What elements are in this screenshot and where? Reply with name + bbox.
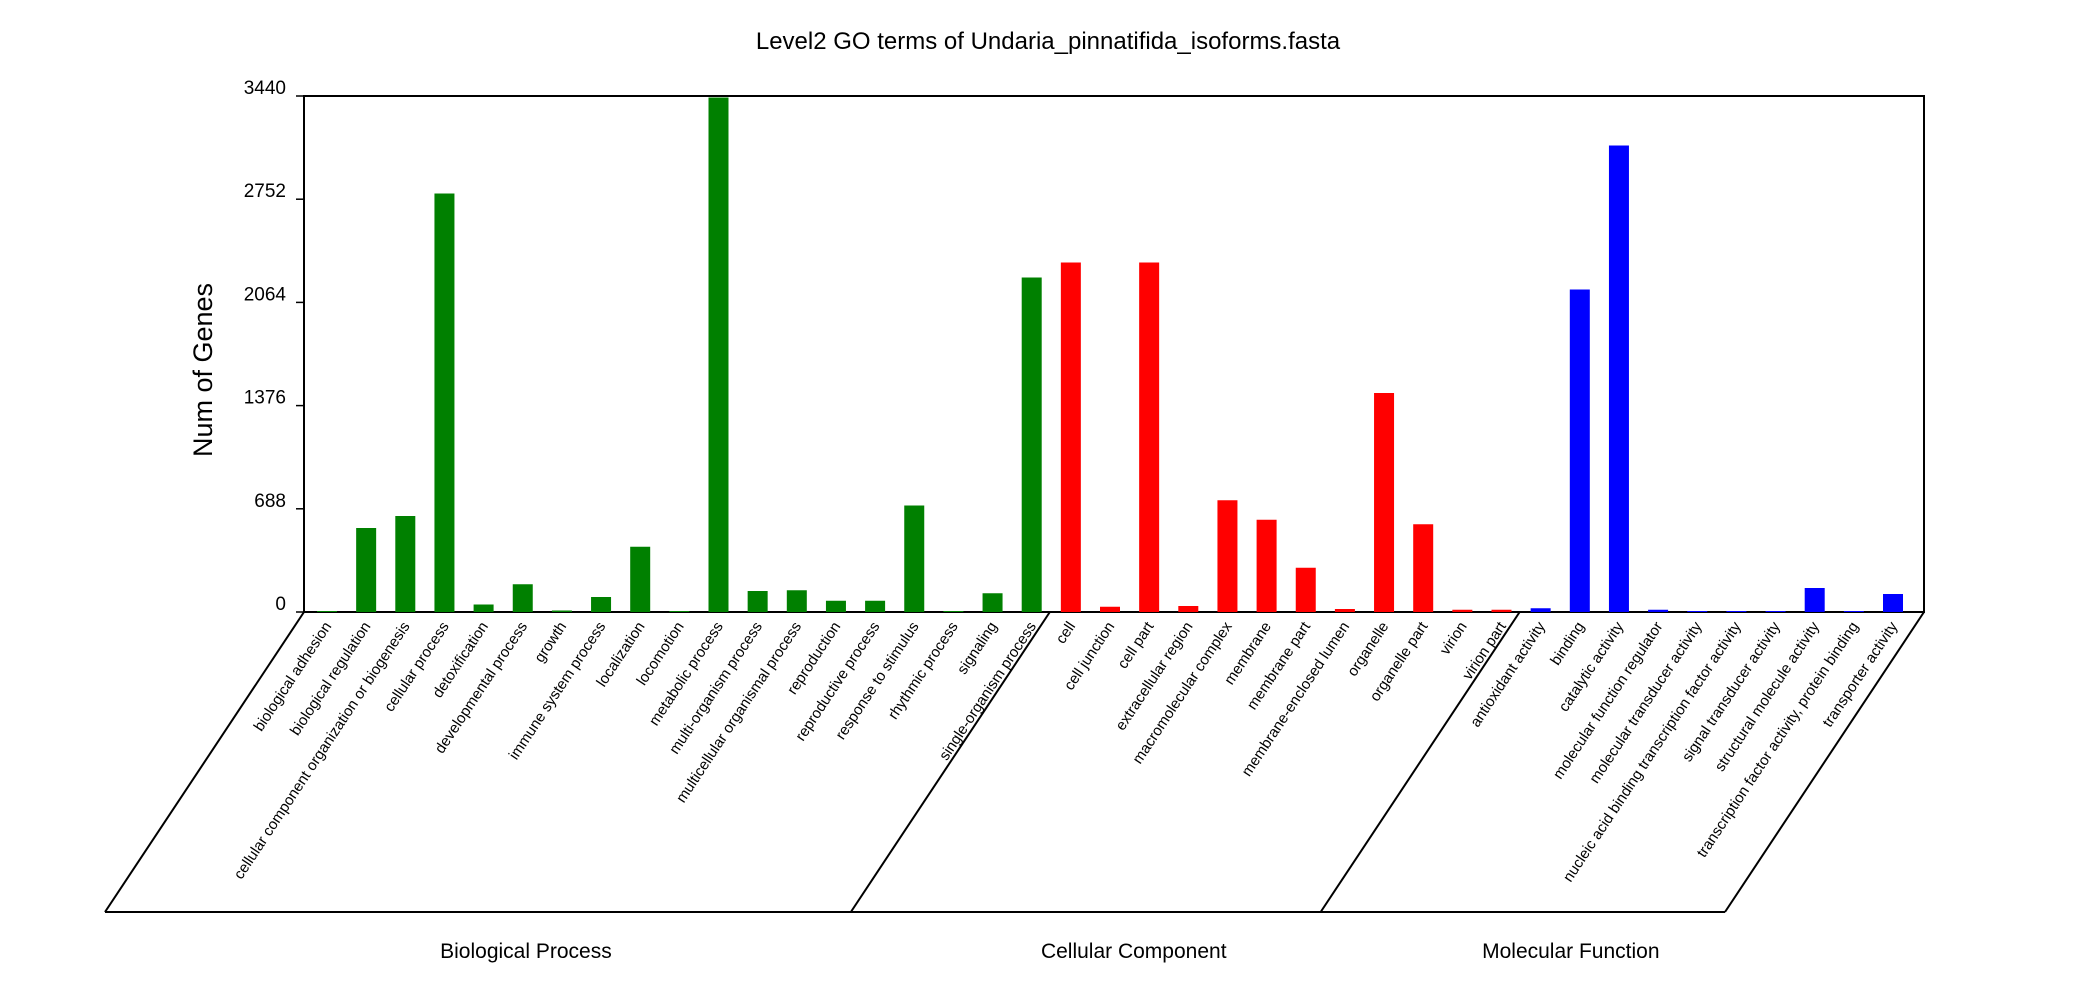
bar (512, 584, 533, 612)
bar (1178, 606, 1199, 612)
plot-frame (303, 95, 1925, 613)
bar (786, 590, 807, 612)
bar (356, 528, 377, 612)
bar (1217, 500, 1238, 612)
bar (1804, 588, 1825, 612)
category-label: transporter activity (1819, 618, 1901, 730)
bar (551, 610, 572, 612)
group-separator (850, 611, 1051, 913)
y-tick-label: 1376 (244, 388, 286, 409)
bar (395, 516, 416, 612)
bar (1687, 611, 1708, 612)
bar (1883, 594, 1903, 612)
bar (1060, 262, 1081, 612)
bar (747, 591, 768, 612)
group-separator (104, 611, 305, 913)
group-separator (1319, 611, 1521, 913)
bar (473, 604, 494, 612)
bar (630, 546, 651, 612)
bar (1452, 609, 1473, 612)
bar (1608, 145, 1629, 612)
bar (591, 597, 612, 612)
chart-title: Level2 GO terms of Undaria_pinnatifida_i… (756, 28, 1341, 55)
bar (1491, 609, 1512, 612)
bar (708, 97, 729, 612)
bar (1256, 519, 1277, 612)
bar (1334, 609, 1355, 612)
bar (865, 600, 886, 612)
bar (825, 600, 846, 612)
group-separator (1724, 611, 1925, 913)
y-tick-label: 688 (254, 491, 286, 512)
category-label: cellular component organization or bioge… (231, 619, 414, 883)
bar (1843, 611, 1864, 612)
group-name: Biological Process (440, 940, 612, 963)
y-tick-label: 2752 (244, 181, 286, 202)
bar (317, 611, 337, 612)
y-tick-label: 0 (275, 594, 286, 615)
bar (904, 505, 925, 612)
bar (982, 593, 1003, 612)
bar (1648, 609, 1669, 612)
y-axis-label: Num of Genes (188, 283, 218, 457)
category-label: virion (1437, 619, 1471, 658)
bar (1021, 277, 1042, 612)
group-name: Cellular Component (1041, 940, 1227, 963)
category-label: growth (531, 619, 570, 666)
bar (1569, 289, 1590, 612)
bar (1139, 262, 1160, 612)
bar (669, 611, 690, 612)
axis-layer: 0 688 1376 2064 2752 3440 (244, 78, 304, 615)
category-label: cell (1053, 619, 1080, 647)
bar-layer (317, 97, 1903, 612)
category-label: binding (1547, 619, 1588, 669)
bar (1100, 606, 1120, 612)
bar (434, 193, 455, 612)
group-name: Molecular Function (1482, 940, 1659, 963)
category-label: rhythmic process (885, 619, 962, 723)
bar (1726, 611, 1747, 612)
bar (1530, 608, 1551, 612)
bar (1765, 611, 1786, 612)
group-layer: Biological Process Cellular Component Mole… (104, 611, 1925, 963)
bar (943, 611, 964, 612)
y-tick-label: 2064 (244, 284, 287, 305)
bar (1413, 524, 1434, 612)
y-tick-label: 3440 (244, 78, 286, 99)
bar (1374, 393, 1395, 612)
bar (1295, 567, 1316, 612)
